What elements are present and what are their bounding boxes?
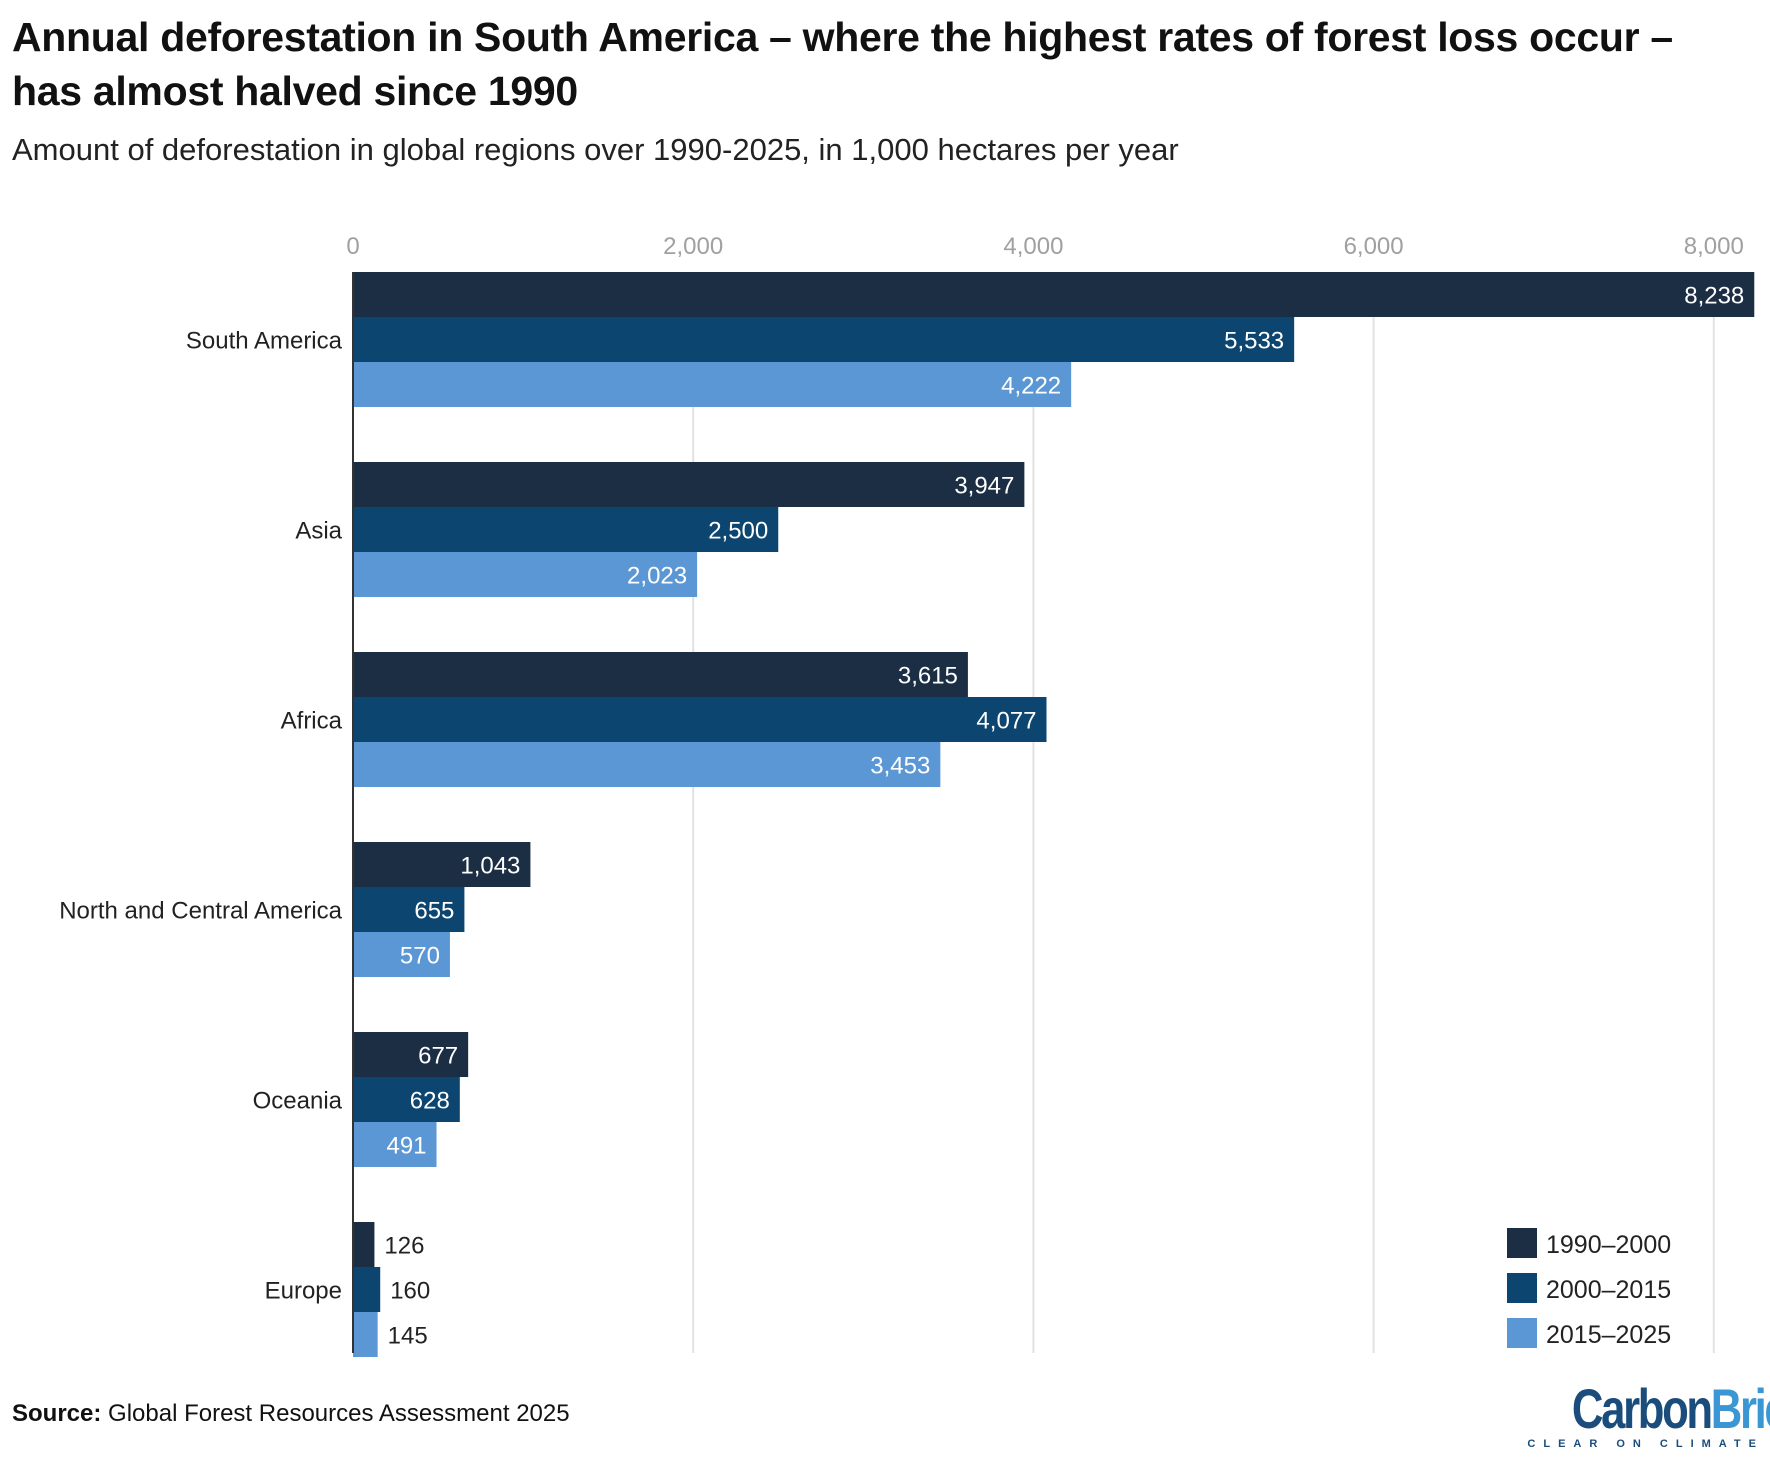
bar xyxy=(353,842,531,887)
bar xyxy=(353,742,941,787)
category-label: North and Central America xyxy=(59,898,342,925)
bar xyxy=(353,272,1755,317)
x-tick-label: 0 xyxy=(346,233,359,260)
data-label: 2,023 xyxy=(627,563,687,590)
legend-label: 1990–2000 xyxy=(1546,1231,1671,1259)
bar xyxy=(353,1077,460,1122)
bar xyxy=(353,932,450,977)
category-label: Europe xyxy=(265,1278,342,1305)
bar xyxy=(353,1267,381,1312)
x-tick-label: 6,000 xyxy=(1344,233,1404,260)
carbonbrief-logo: CarbonBrief CLEAR ON CLIMATE xyxy=(1508,1377,1770,1451)
bar xyxy=(353,1032,469,1077)
data-label: 3,453 xyxy=(870,753,930,780)
source-text: Global Forest Resources Assessment 2025 xyxy=(108,1400,570,1427)
data-label: 126 xyxy=(384,1233,424,1260)
logo-part2: Brief xyxy=(1710,1377,1770,1440)
data-label: 491 xyxy=(386,1133,426,1160)
bar xyxy=(353,362,1072,407)
category-label: South America xyxy=(186,328,343,355)
data-label: 4,077 xyxy=(976,708,1036,735)
bar xyxy=(353,1222,375,1267)
data-label: 1,043 xyxy=(460,853,520,880)
x-tick-label: 4,000 xyxy=(1003,233,1063,260)
category-label: Oceania xyxy=(253,1088,343,1115)
data-label: 677 xyxy=(418,1043,458,1070)
data-label: 570 xyxy=(400,943,440,970)
logo-tagline: CLEAR ON CLIMATE xyxy=(1527,1438,1764,1450)
bar xyxy=(353,697,1047,742)
chart-subtitle: Amount of deforestation in global region… xyxy=(12,132,1179,167)
x-tick-label: 2,000 xyxy=(663,233,723,260)
data-label: 160 xyxy=(390,1278,430,1305)
category-label: Asia xyxy=(295,518,342,545)
bar xyxy=(353,462,1025,507)
bar xyxy=(353,507,779,552)
source-label: Source: xyxy=(12,1400,102,1427)
legend-swatch xyxy=(1507,1318,1537,1348)
bar xyxy=(353,552,698,597)
bar xyxy=(353,652,968,697)
category-label: Africa xyxy=(281,708,343,735)
data-label: 5,533 xyxy=(1224,328,1284,355)
logo-part1: Carbon xyxy=(1571,1377,1713,1440)
source-note: Source: Global Forest Resources Assessme… xyxy=(12,1400,570,1428)
bar xyxy=(353,1122,437,1167)
data-label: 3,947 xyxy=(954,473,1014,500)
x-tick-label: 8,000 xyxy=(1684,233,1744,260)
bar xyxy=(353,1312,378,1357)
data-label: 8,238 xyxy=(1684,283,1744,310)
data-label: 655 xyxy=(414,898,454,925)
data-label: 3,615 xyxy=(898,663,958,690)
legend-swatch xyxy=(1507,1273,1537,1303)
chart-title: Annual deforestation in South America – … xyxy=(12,14,1673,114)
legend-label: 2000–2015 xyxy=(1546,1276,1671,1304)
data-label: 4,222 xyxy=(1001,373,1061,400)
legend-swatch xyxy=(1507,1228,1537,1258)
data-label: 145 xyxy=(388,1323,428,1350)
data-label: 628 xyxy=(410,1088,450,1115)
bar xyxy=(353,317,1295,362)
legend-label: 2015–2025 xyxy=(1546,1321,1671,1349)
data-label: 2,500 xyxy=(708,518,768,545)
bar xyxy=(353,887,465,932)
